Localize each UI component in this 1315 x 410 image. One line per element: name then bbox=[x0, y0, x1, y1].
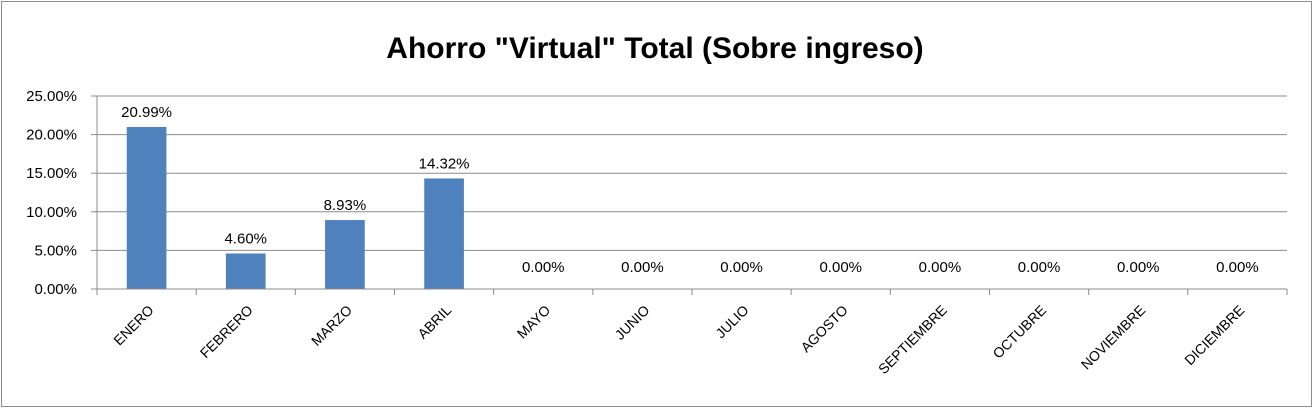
data-label: 0.00% bbox=[819, 259, 862, 276]
x-tick-label: JULIO bbox=[712, 302, 751, 341]
y-tick-label: 20.00% bbox=[26, 127, 77, 144]
data-label: 0.00% bbox=[720, 259, 763, 276]
bar bbox=[126, 126, 167, 289]
x-tick-label: AGOSTO bbox=[797, 302, 851, 356]
x-tick-label: FEBRERO bbox=[197, 302, 256, 361]
x-tick-label: ENERO bbox=[110, 302, 157, 349]
chart-title: Ahorro "Virtual" Total (Sobre ingreso) bbox=[386, 32, 923, 65]
data-label: 0.00% bbox=[919, 259, 962, 276]
bar bbox=[225, 253, 266, 289]
y-tick-label: 5.00% bbox=[34, 242, 77, 259]
y-tick-label: 25.00% bbox=[26, 88, 77, 105]
grid-layer bbox=[97, 95, 1287, 251]
x-tick-label: DICIEMBRE bbox=[1181, 302, 1247, 368]
data-label: 0.00% bbox=[522, 259, 565, 276]
data-label: 4.60% bbox=[224, 230, 267, 247]
x-tick-label: ABRIL bbox=[414, 302, 454, 342]
bar-layer bbox=[126, 126, 464, 289]
label-layer: 0.00% 5.00% 10.00% 15.00% 20.00% 25.00% 20.99%… bbox=[26, 88, 1259, 377]
x-tick-label: OCTUBRE bbox=[989, 302, 1049, 362]
y-tick-label: 10.00% bbox=[26, 204, 77, 221]
data-label: 0.00% bbox=[1216, 259, 1259, 276]
data-label: 0.00% bbox=[621, 259, 664, 276]
x-tick-label: MARZO bbox=[308, 302, 355, 349]
axis-layer bbox=[91, 95, 1288, 295]
data-label: 8.93% bbox=[324, 197, 367, 214]
data-label: 0.00% bbox=[1018, 259, 1061, 276]
bar bbox=[424, 178, 464, 289]
x-tick-label: NOVIEMBRE bbox=[1078, 302, 1149, 373]
y-tick-label: 15.00% bbox=[26, 165, 77, 182]
x-tick-label: MAYO bbox=[514, 302, 554, 342]
bar bbox=[325, 220, 365, 289]
data-label: 0.00% bbox=[1117, 259, 1160, 276]
x-tick-label: JUNIO bbox=[612, 302, 653, 343]
y-tick-label: 0.00% bbox=[34, 281, 77, 298]
data-label: 20.99% bbox=[121, 104, 172, 121]
data-label: 14.32% bbox=[419, 155, 470, 172]
x-tick-label: SEPTIEMBRE bbox=[875, 302, 950, 377]
